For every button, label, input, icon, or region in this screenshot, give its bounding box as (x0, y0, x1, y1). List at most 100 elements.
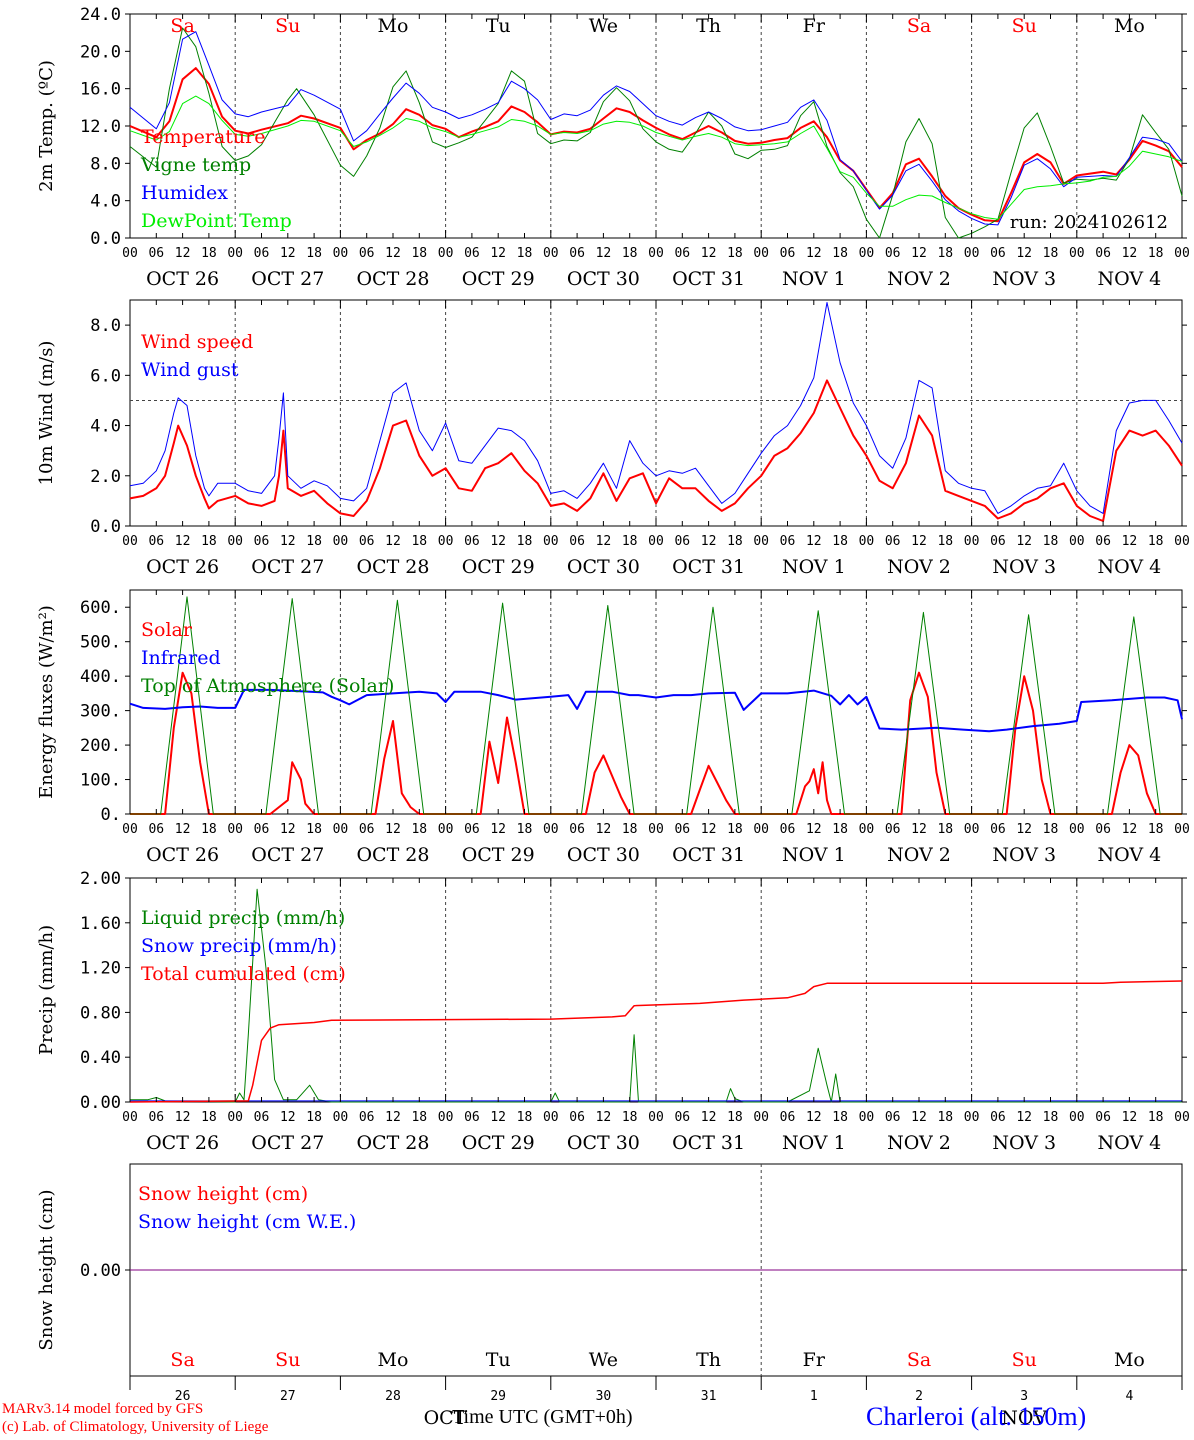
date-label: OCT 29 (462, 556, 535, 578)
weekday-label: Sa (907, 1349, 931, 1371)
y-tick-label: 0.40 (80, 1048, 121, 1068)
series-solar (130, 671, 1182, 815)
x-tick-label: 18 (201, 534, 217, 549)
x-tick-label: 18 (517, 246, 533, 261)
legend-entry: DewPoint Temp (141, 210, 292, 232)
run-label: run: 2024102612 (1010, 212, 1168, 233)
date-label: NOV 2 (887, 1132, 951, 1154)
y-tick-label: 8.0 (90, 316, 121, 336)
weekday-label: Mo (1114, 15, 1145, 37)
x-tick-label: 12 (911, 246, 927, 261)
x-tick-label: 06 (254, 246, 270, 261)
x-tick-label: 06 (674, 822, 690, 837)
x-tick-label: 06 (885, 534, 901, 549)
x-tick-label: 06 (148, 246, 164, 261)
x-tick-label: 06 (359, 246, 375, 261)
x-tick-label: 18 (727, 822, 743, 837)
x-tick-label: 00 (333, 822, 349, 837)
x-tick-label: 06 (1095, 822, 1111, 837)
x-tick-label: 18 (1148, 1110, 1164, 1125)
x-tick-label: 18 (517, 822, 533, 837)
date-label: OCT 27 (251, 268, 324, 290)
date-label: OCT 29 (462, 1132, 535, 1154)
legend-entry: Liquid precip (mm/h) (141, 907, 345, 929)
y-tick-label: 16.0 (80, 80, 121, 100)
date-label: OCT 27 (251, 556, 324, 578)
y-axis-label: Precip (mm/h) (36, 925, 57, 1055)
y-tick-label: 200. (80, 736, 121, 756)
x-tick-label: 06 (780, 1110, 796, 1125)
legend-entry: Top of Atmosphere (Solar) (141, 675, 394, 697)
x-tick-label: 12 (1122, 246, 1138, 261)
x-tick-label: 06 (359, 1110, 375, 1125)
date-label: OCT 28 (356, 844, 429, 866)
y-tick-label: 0. (101, 805, 121, 825)
date-label: NOV 3 (992, 556, 1056, 578)
date-label: NOV 1 (782, 556, 846, 578)
date-label: OCT 30 (567, 556, 640, 578)
date-label: OCT 28 (356, 1132, 429, 1154)
x-tick-label: 00 (438, 534, 454, 549)
y-tick-label: 500. (80, 633, 121, 653)
x-tick-label: 12 (1122, 534, 1138, 549)
x-tick-label: 06 (254, 822, 270, 837)
x-tick-label: 18 (201, 1110, 217, 1125)
weekday-label: We (589, 1349, 618, 1371)
date-label: OCT 28 (356, 556, 429, 578)
x-tick-label: 00 (859, 534, 875, 549)
x-tick-label: 06 (359, 534, 375, 549)
x-tick-label: 06 (885, 1110, 901, 1125)
x-tick-label: 12 (175, 822, 191, 837)
weekday-label: Sa (170, 1349, 194, 1371)
day-number-label: 29 (490, 1389, 506, 1404)
x-tick-label: 12 (385, 1110, 401, 1125)
x-tick-label: 00 (333, 1110, 349, 1125)
x-tick-label: 18 (1043, 1110, 1059, 1125)
x-tick-label: 06 (780, 534, 796, 549)
x-tick-label: 18 (306, 1110, 322, 1125)
x-tick-label: 06 (148, 534, 164, 549)
date-label: NOV 2 (887, 844, 951, 866)
x-tick-label: 12 (596, 534, 612, 549)
x-tick-label: 18 (201, 246, 217, 261)
x-tick-label: 12 (280, 246, 296, 261)
x-tick-label: 00 (964, 246, 980, 261)
x-tick-label: 12 (175, 1110, 191, 1125)
x-tick-label: 12 (701, 822, 717, 837)
legend-entry: Snow height (cm) (138, 1183, 308, 1205)
x-tick-label: 00 (648, 1110, 664, 1125)
x-tick-label: 12 (1016, 1110, 1032, 1125)
x-tick-label: 06 (674, 1110, 690, 1125)
series-humidex (129, 31, 1183, 226)
date-label: NOV 1 (782, 1132, 846, 1154)
x-tick-label: 18 (937, 822, 953, 837)
x-tick-label: 00 (227, 534, 243, 549)
x-tick-label: 18 (411, 534, 427, 549)
x-tick-label: 12 (596, 246, 612, 261)
x-tick-label: 12 (911, 1110, 927, 1125)
x-tick-label: 00 (122, 246, 138, 261)
y-tick-label: 6.0 (90, 366, 121, 386)
x-tick-label: 06 (885, 822, 901, 837)
weekday-label: Su (1012, 1349, 1037, 1371)
x-tick-label: 18 (411, 822, 427, 837)
x-tick-label: 18 (1148, 246, 1164, 261)
series-temperature (129, 67, 1183, 223)
series-infrared (129, 688, 1183, 733)
series-vigne-temp (129, 27, 1183, 239)
x-tick-label: 00 (122, 534, 138, 549)
x-tick-label: 00 (333, 246, 349, 261)
series-wind-speed (129, 379, 1183, 522)
date-label: NOV 1 (782, 268, 846, 290)
date-label: OCT 26 (146, 556, 219, 578)
date-label: OCT 30 (567, 1132, 640, 1154)
x-tick-label: 00 (964, 534, 980, 549)
x-tick-label: 06 (254, 1110, 270, 1125)
date-label: NOV 4 (1098, 1132, 1162, 1154)
station-label: Charleroi (alt. 150m) (866, 1402, 1087, 1431)
x-tick-label: 06 (464, 246, 480, 261)
day-number-label: 3 (1020, 1389, 1028, 1404)
x-tick-label: 06 (569, 1110, 585, 1125)
x-tick-label: 00 (753, 534, 769, 549)
x-tick-label: 06 (990, 1110, 1006, 1125)
